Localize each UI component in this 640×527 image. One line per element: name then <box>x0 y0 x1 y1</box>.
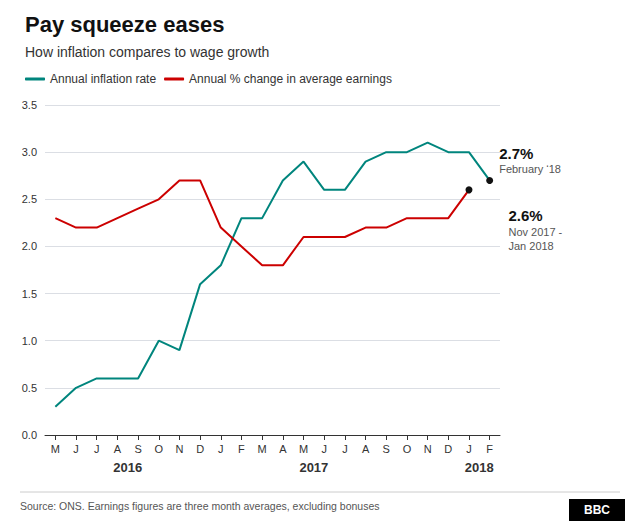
svg-text:J: J <box>94 443 100 455</box>
svg-text:J: J <box>321 443 327 455</box>
svg-text:1.5: 1.5 <box>22 288 37 300</box>
svg-text:J: J <box>73 443 79 455</box>
svg-text:Pay squeeze eases: Pay squeeze eases <box>25 12 224 37</box>
svg-text:3.0: 3.0 <box>22 146 37 158</box>
svg-text:M: M <box>299 443 308 455</box>
svg-text:A: A <box>362 443 370 455</box>
svg-text:0.0: 0.0 <box>22 429 37 441</box>
svg-text:2017: 2017 <box>299 460 328 475</box>
svg-text:F: F <box>486 443 493 455</box>
svg-text:D: D <box>196 443 204 455</box>
svg-text:M: M <box>258 443 267 455</box>
svg-text:Annual inflation rate: Annual inflation rate <box>50 72 156 86</box>
svg-text:Jan 2018: Jan 2018 <box>508 240 553 252</box>
svg-text:A: A <box>279 443 287 455</box>
svg-text:J: J <box>342 443 348 455</box>
svg-text:M: M <box>51 443 60 455</box>
svg-text:D: D <box>444 443 452 455</box>
svg-text:N: N <box>175 443 183 455</box>
svg-text:O: O <box>154 443 163 455</box>
svg-text:Nov 2017 -: Nov 2017 - <box>508 226 562 238</box>
svg-text:How inflation compares to wage: How inflation compares to wage growth <box>25 44 269 60</box>
svg-text:0.5: 0.5 <box>22 382 37 394</box>
svg-text:Annual % change in average ear: Annual % change in average earnings <box>189 72 392 86</box>
svg-text:O: O <box>403 443 412 455</box>
svg-text:2.5: 2.5 <box>22 193 37 205</box>
svg-text:F: F <box>238 443 245 455</box>
svg-text:1.0: 1.0 <box>22 335 37 347</box>
svg-text:S: S <box>134 443 141 455</box>
svg-text:BBC: BBC <box>584 503 610 517</box>
svg-text:S: S <box>383 443 390 455</box>
svg-text:A: A <box>114 443 122 455</box>
svg-text:Source: ONS. Earnings figures: Source: ONS. Earnings figures are three … <box>20 500 380 512</box>
svg-text:3.5: 3.5 <box>22 99 37 111</box>
svg-text:J: J <box>218 443 224 455</box>
svg-text:February ‘18: February ‘18 <box>499 163 561 175</box>
svg-text:2018: 2018 <box>465 460 494 475</box>
svg-text:J: J <box>466 443 472 455</box>
svg-text:2.0: 2.0 <box>22 240 37 252</box>
svg-text:2016: 2016 <box>113 460 142 475</box>
svg-text:N: N <box>424 443 432 455</box>
svg-text:2.6%: 2.6% <box>508 207 542 224</box>
svg-text:2.7%: 2.7% <box>499 145 533 162</box>
